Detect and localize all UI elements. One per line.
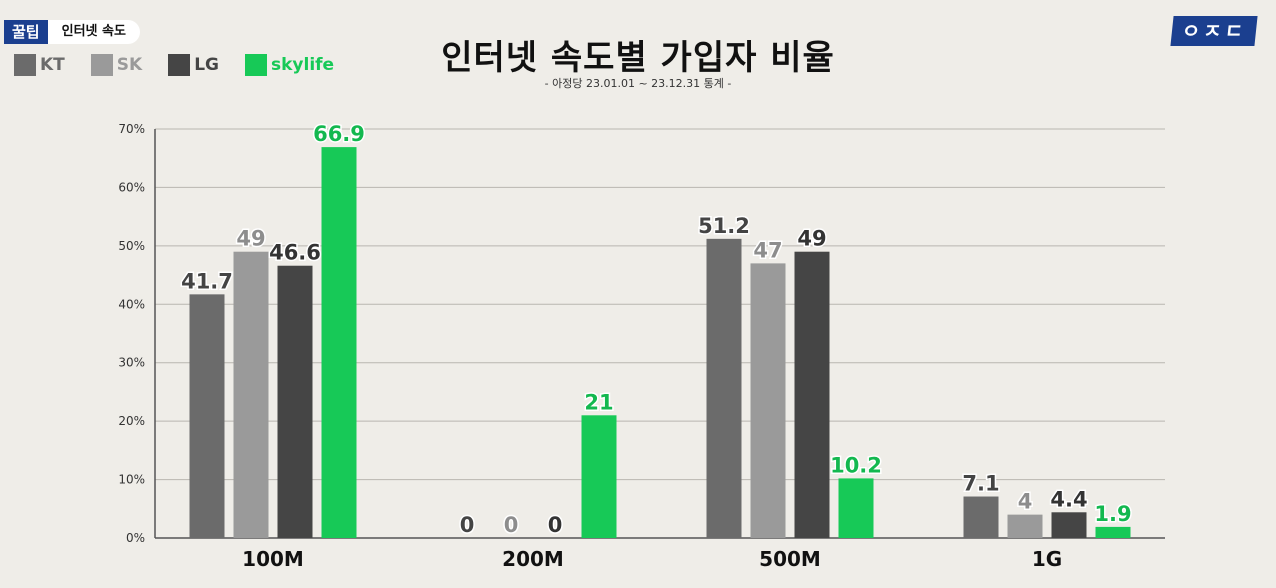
bar-sk-500m xyxy=(750,263,786,538)
bar-skylife-500m xyxy=(838,478,874,538)
y-tick-label: 10% xyxy=(118,473,145,487)
bar-skylife-200m xyxy=(581,415,617,538)
tip-badge: 꿀팁 xyxy=(4,20,48,44)
y-tick-label: 20% xyxy=(118,414,145,428)
y-tick-label: 70% xyxy=(118,122,145,136)
legend-swatch-skylife xyxy=(245,54,267,76)
bar-kt-500m xyxy=(706,238,742,539)
chart-title: 인터넷 속도별 가입자 비율 xyxy=(441,38,835,78)
data-label: 0 xyxy=(460,513,475,537)
data-label: 41.7 xyxy=(181,269,233,293)
bar-kt-1g xyxy=(963,496,999,538)
legend-swatch-kt xyxy=(14,54,36,76)
data-label: 21 xyxy=(584,390,613,414)
bar-skylife-100m xyxy=(321,147,357,538)
bar-skylife-1g xyxy=(1095,526,1131,538)
data-label: 46.6 xyxy=(269,241,321,265)
data-label: 4.4 xyxy=(1050,487,1087,511)
legend-label-lg: LG xyxy=(194,55,219,75)
legend-item-kt: KT xyxy=(14,54,65,76)
y-tick-label: 50% xyxy=(118,239,145,253)
data-label: 0 xyxy=(548,513,563,537)
data-label: 4 xyxy=(1018,490,1033,514)
legend-item-skylife: skylife xyxy=(245,54,334,76)
bar-sk-100m xyxy=(233,251,269,538)
legend-label-sk: SK xyxy=(116,55,143,75)
x-tick-label: 1G xyxy=(1032,547,1062,571)
legend-label-kt: KT xyxy=(40,55,65,75)
data-label: 66.9 xyxy=(313,122,365,146)
y-tick-label: 40% xyxy=(118,297,145,311)
legend-label-skylife: skylife xyxy=(271,55,335,75)
x-tick-label: 500M xyxy=(759,547,821,571)
topic-label: 인터넷 속도 xyxy=(47,20,140,44)
data-label: 49 xyxy=(236,227,265,251)
y-tick-label: 0% xyxy=(126,531,145,545)
legend-swatch-sk xyxy=(90,54,113,76)
data-label: 10.2 xyxy=(830,453,882,477)
header-tag: 꿀팁 인터넷 속도 xyxy=(4,20,140,44)
bar-sk-1g xyxy=(1007,514,1043,538)
data-label: 47 xyxy=(753,238,782,262)
data-label: 49 xyxy=(797,227,826,251)
x-tick-label: 200M xyxy=(502,547,564,571)
data-label: 1.9 xyxy=(1094,502,1131,526)
chart-subtitle: - 아정당 23.01.01 ~ 23.12.31 통계 - xyxy=(544,77,732,90)
x-tick-label: 100M xyxy=(242,547,304,571)
bar-lg-1g xyxy=(1051,512,1087,538)
bar-lg-500m xyxy=(794,251,830,538)
chart-legend: KT SK LG skylife xyxy=(14,54,360,76)
y-tick-label: 60% xyxy=(118,180,145,194)
data-label: 0 xyxy=(504,513,519,537)
data-label: 7.1 xyxy=(962,472,999,496)
legend-swatch-lg xyxy=(168,54,191,76)
data-label: 51.2 xyxy=(698,214,750,238)
y-tick-label: 30% xyxy=(118,356,145,370)
legend-item-sk: SK xyxy=(90,54,143,76)
bar-kt-100m xyxy=(189,294,225,538)
legend-item-lg: LG xyxy=(168,54,219,76)
bar-lg-100m xyxy=(277,265,313,538)
